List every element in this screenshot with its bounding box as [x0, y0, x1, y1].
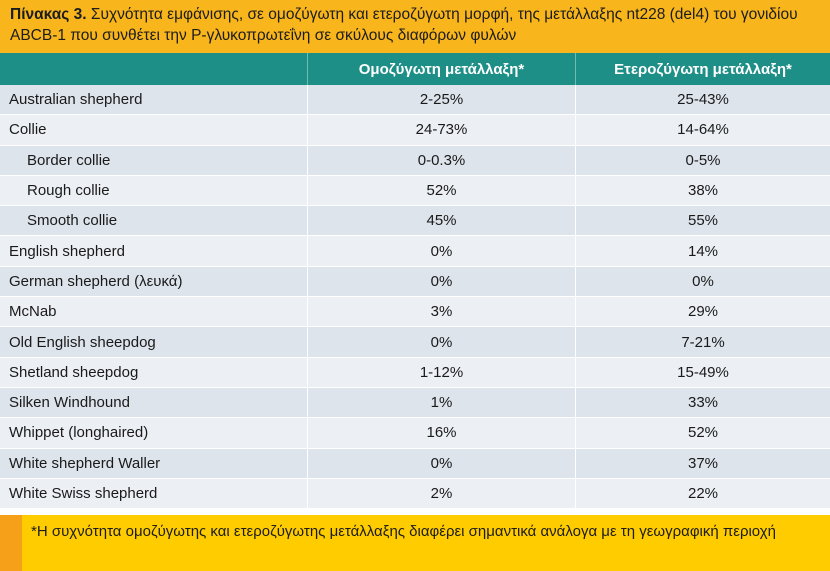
breed-cell: White shepherd Waller — [0, 448, 308, 479]
header-breed — [0, 53, 308, 85]
header-heterozygous: Ετεροζύγωτη μετάλλαξη* — [576, 53, 830, 85]
homozygous-cell: 1-12% — [308, 357, 576, 388]
breed-cell: Border collie — [0, 145, 308, 176]
breed-cell: Whippet (longhaired) — [0, 418, 308, 449]
homozygous-cell: 52% — [308, 175, 576, 207]
caption-text: Συχνότητα εμφάνισης, σε ομοζύγωτη και ετ… — [10, 6, 798, 44]
breed-cell: Old English sheepdog — [0, 327, 308, 358]
homozygous-cell: 3% — [308, 297, 576, 328]
homozygous-cell: 0% — [308, 266, 576, 298]
table-row: Australian shepherd 2-25% 25-43% — [0, 85, 830, 116]
table-row: Old English sheepdog 0% 7-21% — [0, 327, 830, 358]
breed-cell: White Swiss shepherd — [0, 478, 308, 510]
homozygous-cell: 1% — [308, 387, 576, 419]
homozygous-cell: 0% — [308, 448, 576, 479]
heterozygous-cell: 0% — [576, 266, 830, 298]
table-row: Smooth collie 45% 55% — [0, 206, 830, 237]
heterozygous-cell: 29% — [576, 297, 830, 328]
breed-cell: German shepherd (λευκά) — [0, 266, 308, 298]
table-row: German shepherd (λευκά) 0% 0% — [0, 266, 830, 298]
homozygous-cell: 0% — [308, 327, 576, 358]
heterozygous-cell: 14% — [576, 236, 830, 267]
heterozygous-cell: 37% — [576, 448, 830, 479]
heterozygous-cell: 7-21% — [576, 327, 830, 358]
breed-mutation-table: Ομοζύγωτη μετάλλαξη* Ετεροζύγωτη μετάλλα… — [0, 53, 830, 510]
table-row: Border collie 0-0.3% 0-5% — [0, 145, 830, 176]
table-header-row: Ομοζύγωτη μετάλλαξη* Ετεροζύγωτη μετάλλα… — [0, 53, 830, 85]
homozygous-cell: 16% — [308, 418, 576, 449]
breed-cell: Silken Windhound — [0, 387, 308, 419]
heterozygous-cell: 14-64% — [576, 115, 830, 146]
homozygous-cell: 24-73% — [308, 115, 576, 146]
breed-cell: English shepherd — [0, 236, 308, 267]
heterozygous-cell: 55% — [576, 206, 830, 237]
heterozygous-cell: 22% — [576, 478, 830, 510]
heterozygous-cell: 33% — [576, 387, 830, 419]
footnote-accent-strip — [0, 515, 22, 571]
breed-cell: Australian shepherd — [0, 85, 308, 116]
breed-cell: Smooth collie — [0, 206, 308, 237]
breed-cell: McNab — [0, 297, 308, 328]
heterozygous-cell: 0-5% — [576, 145, 830, 176]
table-row: White shepherd Waller 0% 37% — [0, 448, 830, 479]
table-row: Rough collie 52% 38% — [0, 175, 830, 207]
table-row: Whippet (longhaired) 16% 52% — [0, 418, 830, 449]
heterozygous-cell: 52% — [576, 418, 830, 449]
heterozygous-cell: 38% — [576, 175, 830, 207]
header-homozygous: Ομοζύγωτη μετάλλαξη* — [308, 53, 576, 85]
homozygous-cell: 0-0.3% — [308, 145, 576, 176]
table-row: English shepherd 0% 14% — [0, 236, 830, 267]
breed-cell: Rough collie — [0, 175, 308, 207]
table-row: Shetland sheepdog 1-12% 15-49% — [0, 357, 830, 388]
table-row: White Swiss shepherd 2% 22% — [0, 478, 830, 510]
footnote-text: *Η συχνότητα ομοζύγωτης και ετεροζύγωτης… — [31, 523, 776, 540]
homozygous-cell: 45% — [308, 206, 576, 237]
table-footnote: *Η συχνότητα ομοζύγωτης και ετεροζύγωτης… — [0, 515, 830, 571]
breed-cell: Collie — [0, 115, 308, 146]
heterozygous-cell: 25-43% — [576, 85, 830, 116]
homozygous-cell: 2% — [308, 478, 576, 510]
table-caption: Πίνακας 3. Συχνότητα εμφάνισης, σε ομοζύ… — [0, 0, 830, 53]
caption-label: Πίνακας 3. — [10, 6, 87, 23]
breed-cell: Shetland sheepdog — [0, 357, 308, 388]
table-row: Collie 24-73% 14-64% — [0, 115, 830, 146]
homozygous-cell: 0% — [308, 236, 576, 267]
table-row: McNab 3% 29% — [0, 297, 830, 328]
heterozygous-cell: 15-49% — [576, 357, 830, 388]
table-row: Silken Windhound 1% 33% — [0, 387, 830, 419]
homozygous-cell: 2-25% — [308, 85, 576, 116]
